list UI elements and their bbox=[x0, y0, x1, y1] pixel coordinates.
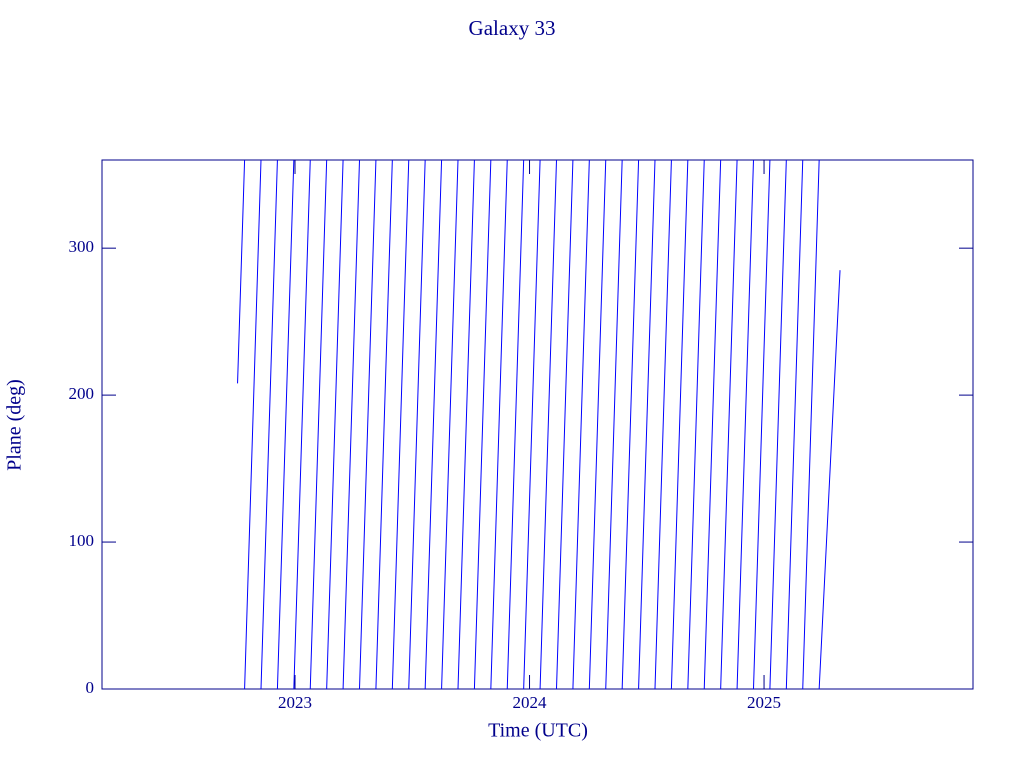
chart-title: Galaxy 33 bbox=[469, 16, 556, 40]
y-tick-label: 0 bbox=[86, 678, 95, 697]
y-axis-label: Plane (deg) bbox=[4, 379, 26, 471]
y-tick-label: 300 bbox=[69, 237, 95, 256]
y-tick-label: 100 bbox=[69, 531, 95, 550]
x-tick-label: 2025 bbox=[747, 693, 781, 712]
data-line bbox=[237, 159, 841, 690]
x-tick-label: 2024 bbox=[513, 693, 548, 712]
x-tick-label: 2023 bbox=[278, 693, 312, 712]
y-tick-label: 200 bbox=[69, 384, 95, 403]
plot-frame bbox=[101, 159, 974, 690]
x-axis-label: Time (UTC) bbox=[488, 720, 588, 742]
